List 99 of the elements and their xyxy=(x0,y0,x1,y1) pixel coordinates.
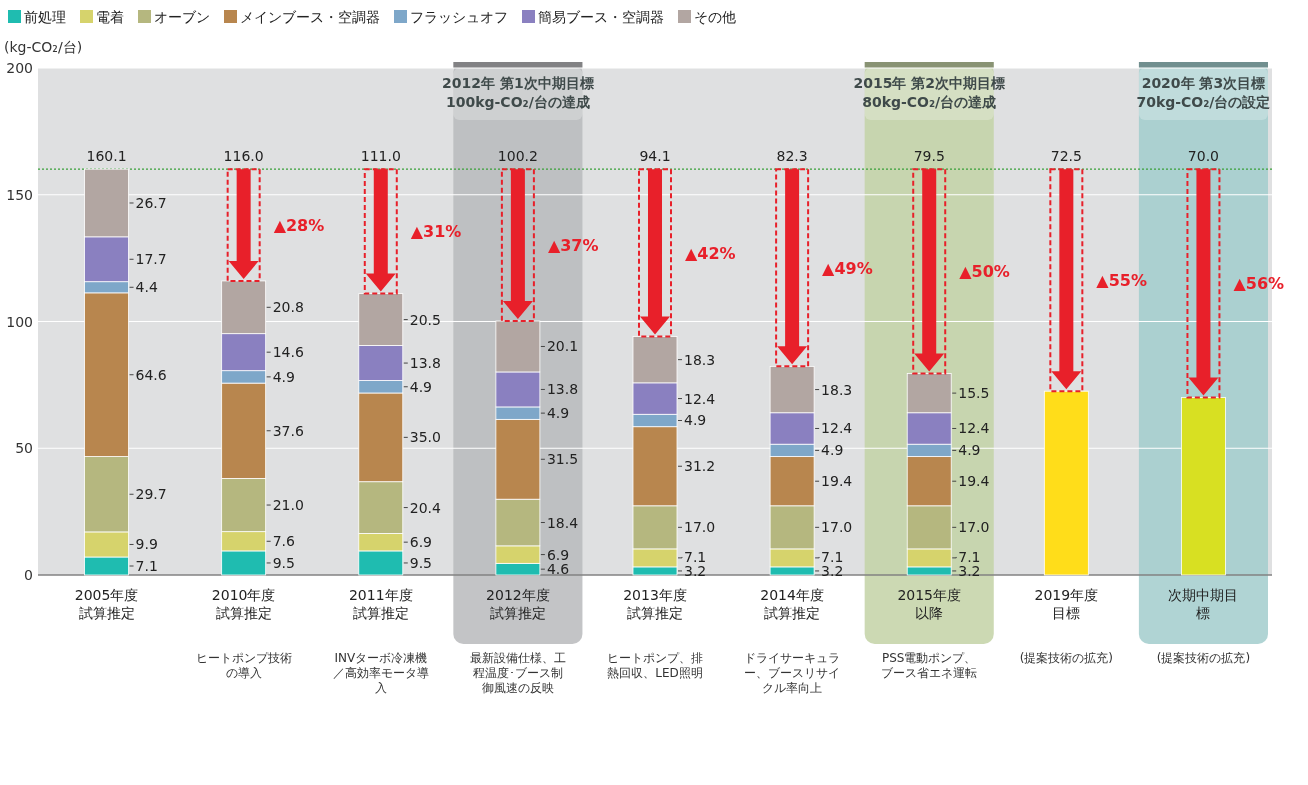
data-label: 29.7 xyxy=(135,486,167,503)
data-label: 4.6 xyxy=(546,561,570,578)
annotation: ▲42% xyxy=(685,243,736,263)
annotation: ▲28% xyxy=(273,216,325,236)
annotation: 70.0 xyxy=(1187,148,1220,165)
data-label: 9.5 xyxy=(409,554,433,571)
data-label: 15.5 xyxy=(958,385,990,402)
data-label: 31.2 xyxy=(684,458,716,475)
y-tick-label: 150 xyxy=(6,186,33,203)
annotation: 160.1 xyxy=(86,148,127,165)
note: (提案技術の拡充) xyxy=(1156,651,1251,665)
x-tick-label: 2019年度目標 xyxy=(1034,587,1099,621)
data-label: 17.0 xyxy=(684,519,716,536)
data-label: 7.1 xyxy=(135,558,158,574)
data-label: 3.2 xyxy=(684,562,707,579)
data-label: 17.0 xyxy=(821,519,853,536)
data-label: 31.5 xyxy=(546,451,579,468)
note: PSS電動ポンプ、ブース省エネ運転 xyxy=(881,651,978,680)
y-tick-label: 0 xyxy=(24,567,33,583)
data-label: 19.4 xyxy=(958,473,990,490)
data-label: 6.9 xyxy=(546,546,570,563)
x-tick-label: 2015年度以降 xyxy=(897,587,962,621)
data-label: 14.6 xyxy=(272,344,304,361)
x-tick-label: 2014年度試算推定 xyxy=(760,587,824,621)
data-label: 20.4 xyxy=(409,499,442,516)
note: ヒートポンプ、排熱回収、LED照明 xyxy=(607,651,703,680)
data-label: 20.5 xyxy=(409,311,441,328)
data-label: 13.8 xyxy=(409,355,441,372)
legend-label: 前処理 xyxy=(24,9,66,25)
data-label: 20.8 xyxy=(272,299,304,316)
data-label: 26.7 xyxy=(135,194,167,211)
annotation: 82.3 xyxy=(776,148,808,165)
data-label: 4.9 xyxy=(684,412,707,429)
annotation: ▲55% xyxy=(1096,271,1147,291)
legend-label: 簡易ブース・空調器 xyxy=(538,9,664,25)
annotation: ▲49% xyxy=(822,258,873,278)
data-label: 17.7 xyxy=(135,251,167,268)
data-label: 12.4 xyxy=(821,420,853,437)
band-label: 2012年 第1次中期目標 100kg-CO₂/台の達成 xyxy=(442,75,594,110)
data-label: 21.0 xyxy=(272,497,304,514)
data-label: 9.9 xyxy=(135,536,158,553)
data-label: 18.3 xyxy=(684,351,716,368)
data-label: 7.1 xyxy=(958,548,981,565)
y-tick-label: 200 xyxy=(6,60,33,76)
annotation: 116.0 xyxy=(223,148,264,165)
data-label: 12.4 xyxy=(684,390,716,407)
data-label: 4.9 xyxy=(272,368,295,385)
annotation: ▲56% xyxy=(1233,274,1285,294)
note: ドライサーキュラー、ブースリサイクル率向上 xyxy=(744,651,841,695)
note: ヒートポンプ技術の導入 xyxy=(195,651,292,680)
annotation: 94.1 xyxy=(639,148,671,165)
data-label: 19.4 xyxy=(821,473,853,490)
y-axis-title: (kg-CO₂/台) xyxy=(4,39,83,55)
annotation: 79.5 xyxy=(913,148,945,165)
data-label: 9.5 xyxy=(272,554,295,571)
data-label: 17.0 xyxy=(958,519,990,536)
data-label: 20.1 xyxy=(546,338,579,355)
data-label: 18.4 xyxy=(546,514,579,531)
x-tick-label: 2011年度試算推定 xyxy=(348,587,413,621)
data-label: 7.6 xyxy=(272,533,296,550)
annotation: 111.0 xyxy=(360,148,401,165)
data-label: 6.9 xyxy=(409,534,433,551)
note: INVターボ冷凍機／高効率モータ導入 xyxy=(332,651,429,695)
data-label: 13.8 xyxy=(546,381,579,398)
data-label: 4.4 xyxy=(135,279,158,296)
legend-label: フラッシュオフ xyxy=(410,9,508,25)
annotation: 100.2 xyxy=(497,148,538,165)
data-label: 4.9 xyxy=(409,378,433,395)
data-label: 35.0 xyxy=(409,429,441,446)
data-label: 3.2 xyxy=(821,562,844,579)
band-label: 2020年 第3次目標 70kg-CO₂/台の設定 xyxy=(1136,75,1271,110)
note: (提案技術の拡充) xyxy=(1019,651,1113,665)
x-tick-label: 2005年度試算推定 xyxy=(74,587,139,621)
data-label: 3.2 xyxy=(958,562,981,579)
y-tick-label: 100 xyxy=(6,313,33,330)
data-label: 12.4 xyxy=(958,420,990,437)
data-label: 18.3 xyxy=(821,381,853,398)
x-tick-label: 次期中期目標 xyxy=(1168,587,1239,621)
legend-label: 電着 xyxy=(96,9,124,25)
x-tick-label: 2010年度試算推定 xyxy=(211,587,276,621)
annotation: ▲37% xyxy=(547,236,599,256)
annotation: ▲31% xyxy=(410,222,462,242)
data-label: 4.9 xyxy=(958,442,981,459)
legend-label: メインブース・空調器 xyxy=(240,9,380,25)
data-label: 4.9 xyxy=(821,442,844,459)
x-tick-label: 2012年度試算推定 xyxy=(486,587,550,621)
annotation: ▲50% xyxy=(959,262,1010,282)
data-label: 37.6 xyxy=(272,422,304,439)
data-label: 4.9 xyxy=(546,405,570,422)
data-label: 64.6 xyxy=(135,366,167,383)
y-tick-label: 50 xyxy=(15,440,33,457)
legend-label: その他 xyxy=(694,9,736,25)
note: 最新設備仕様、工程温度･ブース制御風速の反映 xyxy=(469,651,566,695)
x-tick-label: 2013年度試算推定 xyxy=(623,587,687,621)
band-label: 2015年 第2次中期目標 80kg-CO₂/台の達成 xyxy=(853,75,1006,110)
annotation: 72.5 xyxy=(1050,148,1082,165)
legend-label: オーブン xyxy=(154,9,210,25)
data-label: 7.1 xyxy=(821,548,844,565)
data-label: 7.1 xyxy=(684,548,707,565)
